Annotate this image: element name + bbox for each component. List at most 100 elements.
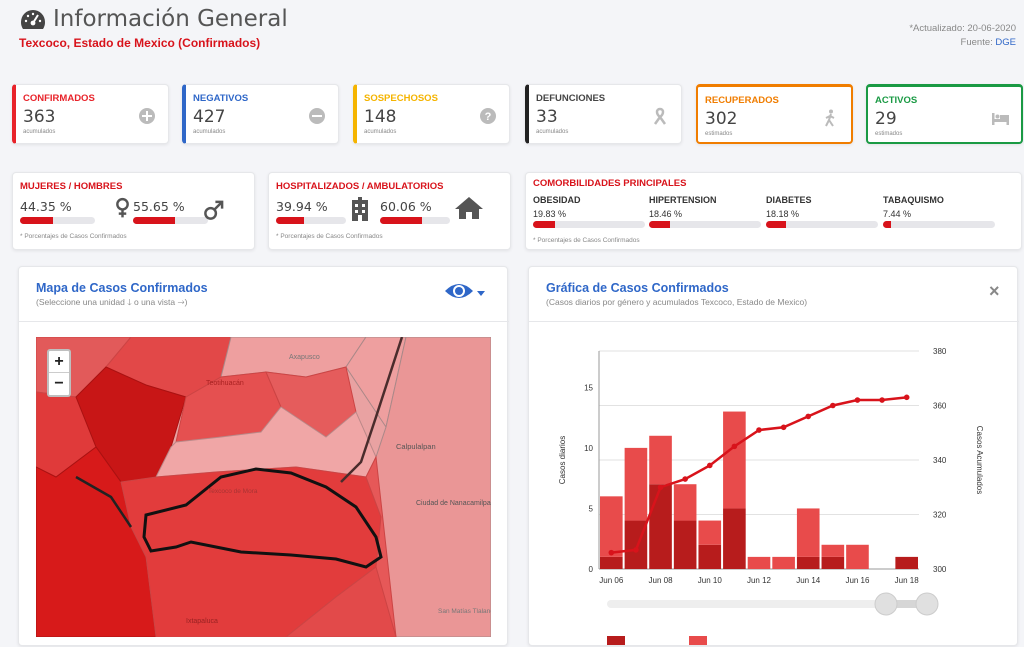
comorbidities-title: COMORBILIDADES PRINCIPALES (533, 178, 687, 189)
svg-text:?: ? (485, 111, 492, 123)
x-tick-label: Jun 12 (747, 576, 772, 585)
cumulative-point[interactable] (805, 413, 812, 420)
zoom-out-button[interactable]: − (54, 375, 64, 392)
cumulative-point[interactable] (903, 394, 910, 401)
bar-series-2[interactable] (772, 556, 795, 569)
stat-label: SOSPECHOSOS (364, 93, 438, 104)
cumulative-point[interactable] (731, 443, 738, 450)
comorbidity-bar-fill (649, 221, 670, 228)
y2-tick-label: 340 (933, 456, 947, 465)
bar-series-1[interactable] (698, 544, 722, 569)
panel-divider (19, 321, 509, 322)
bar-series-2[interactable] (624, 447, 648, 521)
ribbon-icon (653, 107, 667, 125)
zoom-in-button[interactable]: + (49, 351, 69, 373)
cumulative-point[interactable] (879, 397, 885, 403)
bar-series-2[interactable] (846, 544, 869, 569)
hosp-bar-fill (276, 217, 304, 224)
stat-sub: acumulados (193, 129, 226, 135)
comorbidities-note: * Porcentajes de Casos Confirmados (533, 237, 640, 244)
page-subtitle: Texcoco, Estado de Mexico (Confirmados) (19, 36, 261, 50)
comorbidity-bar (533, 221, 645, 228)
bar-series-1[interactable] (723, 508, 746, 569)
page-title: Información General (53, 6, 288, 32)
stat-sub: acumulados (23, 129, 56, 135)
map-label-ixtapaluca: Ixtapaluca (186, 618, 218, 625)
choropleth-map[interactable]: Axapusco Teotihuacán Calpulalpan Ciudad … (36, 337, 491, 637)
map-subtitle: (Seleccione una unidad 🡓 o una vista 🡒) (36, 297, 188, 307)
bar-series-2[interactable] (821, 544, 845, 557)
header: Información General Texcoco, Estado de M… (0, 0, 1024, 70)
range-slider-handle-left[interactable] (874, 592, 898, 616)
dashboard-gauge-icon (20, 10, 46, 29)
bar-series-2[interactable] (600, 496, 623, 557)
cases-chart[interactable]: 300 320 340 360 380 0 5 10 15 Jun 06 Jun 08 Jun 10 J… (529, 327, 1019, 647)
y-tick-label: 10 (584, 444, 593, 453)
stat-sub: estimados (705, 131, 733, 137)
comorbidity-pct: 19.83 % (533, 209, 567, 219)
comorbidity-label: DIABETES (766, 195, 812, 205)
close-button[interactable]: × (989, 281, 1000, 301)
bar-series-2[interactable] (698, 520, 722, 545)
y-tick-label: 0 (589, 565, 594, 574)
comorbidity-label: TABAQUISMO (883, 195, 944, 205)
bar-series-2[interactable] (673, 484, 697, 521)
source-link[interactable]: DGE (995, 37, 1016, 48)
bar-series-1[interactable] (673, 520, 697, 569)
cumulative-point[interactable] (682, 476, 688, 482)
comorbidity-label: HIPERTENSION (649, 195, 717, 205)
legend-swatch-2[interactable] (689, 636, 707, 645)
men-bar-fill (133, 217, 175, 224)
y2-tick-label: 320 (933, 511, 947, 520)
bar-series-1[interactable] (821, 556, 845, 569)
stat-value: 302 (705, 109, 738, 129)
y2-tick-label: 380 (933, 347, 947, 356)
bar-series-1[interactable] (649, 484, 672, 569)
cumulative-point[interactable] (854, 397, 861, 403)
stat-sub: acumulados (536, 129, 569, 135)
gender-card: MUJERES / HOMBRES 44.35 % 55.65 % * Porc… (12, 172, 255, 250)
bar-series-2[interactable] (649, 435, 672, 485)
cumulative-point[interactable] (756, 427, 762, 433)
bar-series-1[interactable] (895, 556, 918, 569)
bar-series-2[interactable] (723, 411, 746, 509)
walking-icon (825, 109, 835, 127)
stat-card-confirmados: CONFIRMADOS 363 acumulados (12, 84, 169, 144)
view-toggle-button[interactable] (444, 281, 488, 305)
map-title: Mapa de Casos Confirmados (36, 281, 208, 295)
hospital-card: HOSPITALIZADOS / AMBULATORIOS 39.94 % 60… (268, 172, 511, 250)
comorbidities-card: COMORBILIDADES PRINCIPALES OBESIDAD 19.8… (525, 172, 1022, 250)
women-bar (20, 217, 95, 224)
bar-series-2[interactable] (747, 556, 771, 569)
bar-series-1[interactable] (796, 556, 820, 569)
bar-series-1[interactable] (600, 556, 623, 569)
question-circle-icon: ? (480, 108, 496, 124)
map-region[interactable] (285, 566, 397, 637)
y-tick-label: 5 (589, 504, 594, 513)
map-label-teotihuacan: Teotihuacán (206, 380, 244, 387)
stat-value: 148 (364, 107, 397, 127)
range-slider-handle-right[interactable] (915, 592, 939, 616)
panel-divider (529, 321, 1019, 322)
source-label: Fuente: (960, 37, 996, 48)
stat-card-sospechosos: SOSPECHOSOS 148 acumulados ? (353, 84, 510, 144)
cumulative-point[interactable] (633, 547, 639, 553)
range-slider-track[interactable] (607, 600, 937, 608)
cumulative-point[interactable] (830, 402, 836, 409)
amb-pct: 60.06 % (380, 199, 432, 214)
map-label-calpulalpan: Calpulalpan (396, 442, 436, 451)
cumulative-point[interactable] (780, 424, 787, 431)
legend-swatch-1[interactable] (607, 636, 625, 645)
amb-bar (380, 217, 450, 224)
comorbidity-bar (766, 221, 878, 228)
cumulative-point[interactable] (706, 462, 713, 469)
source: Fuente: DGE (961, 37, 1016, 48)
comorbidity-bar (649, 221, 761, 228)
x-tick-label: Jun 10 (698, 576, 723, 585)
map-label-tlalancaleca: San Matías Tlalancaleca (438, 608, 491, 615)
comorbidity-pct: 18.46 % (649, 209, 683, 219)
cumulative-point[interactable] (608, 549, 615, 556)
bar-series-2[interactable] (796, 508, 820, 557)
cumulative-point[interactable] (657, 484, 664, 491)
zoom-control: + − (47, 349, 71, 397)
